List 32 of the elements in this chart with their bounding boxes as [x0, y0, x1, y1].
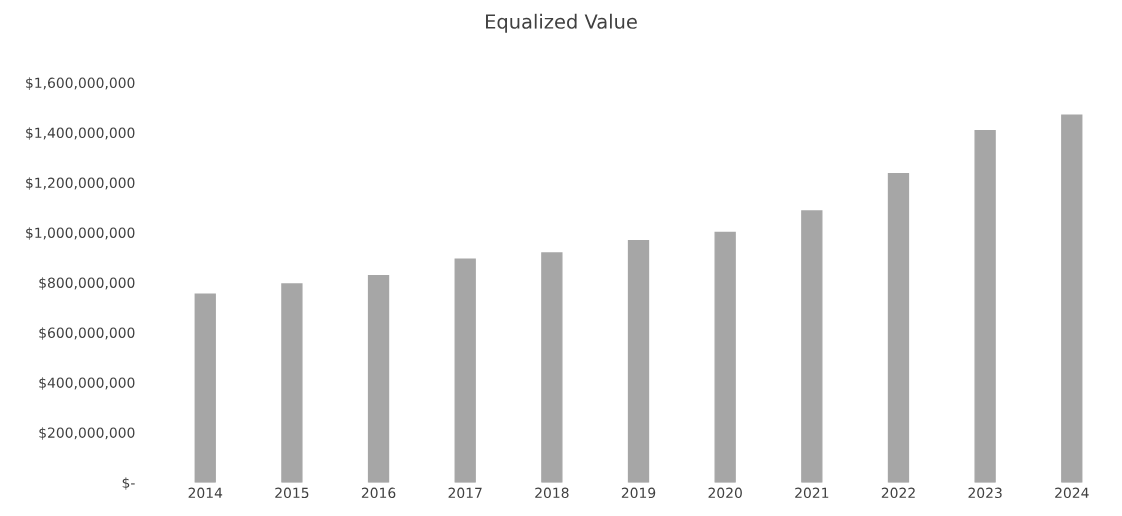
y-tick-label: $1,400,000,000 [26, 127, 135, 140]
y-tick-label: $800,000,000 [39, 277, 135, 290]
x-tick-label: 2021 [795, 487, 829, 499]
bar [801, 210, 823, 483]
bar [281, 283, 303, 483]
x-tick-label: 2014 [188, 487, 223, 499]
x-tick-label: 2015 [275, 487, 309, 499]
y-tick-label: $200,000,000 [39, 427, 135, 440]
bar [454, 258, 476, 483]
bar [887, 173, 910, 483]
y-tick-label: $1,200,000,000 [26, 177, 135, 190]
x-tick-label: 2024 [1055, 487, 1089, 499]
bar [194, 293, 216, 483]
x-tick-label: 2020 [708, 487, 742, 499]
x-tick-label: 2018 [535, 487, 569, 499]
x-tick-label: 2022 [881, 487, 915, 499]
y-tick-label: $1,000,000,000 [26, 227, 135, 240]
bar [367, 275, 390, 483]
bar [627, 240, 650, 483]
y-tick-label: $400,000,000 [39, 377, 135, 390]
bar [714, 231, 736, 483]
x-tick-label: 2019 [621, 487, 656, 499]
bar [1061, 114, 1083, 483]
x-tick-label: 2016 [361, 487, 396, 499]
y-tick-label: $1,600,000,000 [26, 77, 135, 90]
x-tick-label: 2017 [448, 487, 482, 499]
chart-title: Equalized Value [486, 13, 637, 33]
x-tick-label: 2023 [968, 487, 1002, 499]
y-tick-label: $600,000,000 [39, 327, 135, 340]
y-tick-label: $- [122, 477, 135, 490]
bar [541, 252, 563, 483]
bar [974, 130, 996, 483]
